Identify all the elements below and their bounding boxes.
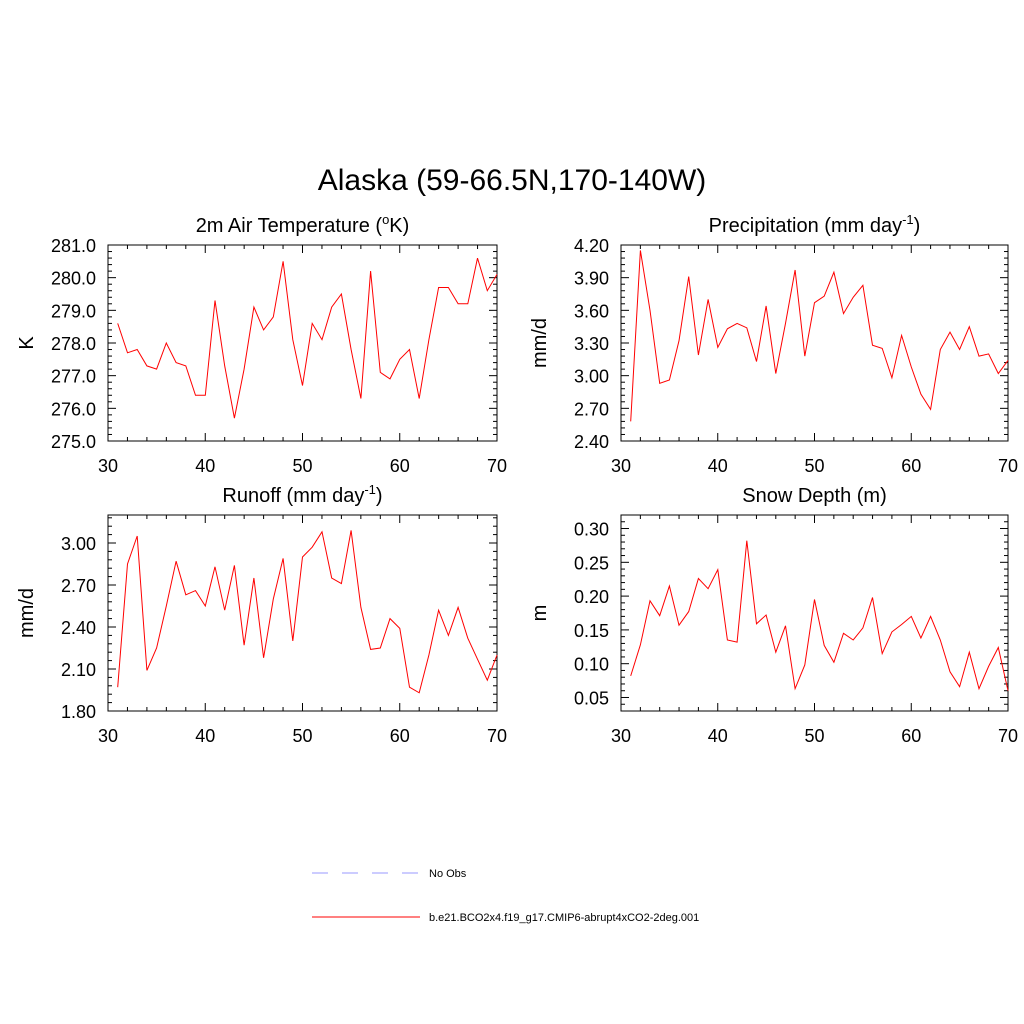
x-tick-label: 30 <box>611 726 631 746</box>
x-tick-label: 40 <box>195 456 215 476</box>
y-tick-label: 275.0 <box>51 432 96 452</box>
y-tick-label: 0.25 <box>574 553 609 573</box>
x-tick-label: 50 <box>292 456 312 476</box>
y-tick-label: 3.30 <box>574 334 609 354</box>
x-tick-label: 30 <box>98 456 118 476</box>
y-tick-label: 1.80 <box>61 702 96 722</box>
series-line <box>117 257 498 419</box>
y-tick-label: 3.00 <box>574 367 609 387</box>
y-tick-label: 3.00 <box>61 534 96 554</box>
x-tick-label: 30 <box>611 456 631 476</box>
x-tick-label: 70 <box>998 456 1018 476</box>
x-tick-label: 70 <box>487 456 507 476</box>
legend: No Obs b.e21.BCO2x4.f19_g17.CMIP6-abrupt… <box>312 868 699 924</box>
plot-frame <box>620 514 1009 712</box>
y-tick-label: 2.70 <box>574 399 609 419</box>
y-tick-label: 3.90 <box>574 269 609 289</box>
x-tick-label: 30 <box>98 726 118 746</box>
x-tick-label: 70 <box>487 726 507 746</box>
y-tick-label: 0.30 <box>574 520 609 540</box>
legend-model-label: b.e21.BCO2x4.f19_g17.CMIP6-abrupt4xCO2-2… <box>429 912 699 924</box>
series-line <box>630 250 1009 422</box>
x-tick-label: 70 <box>998 726 1018 746</box>
y-tick-label: 277.0 <box>51 367 96 387</box>
figure-title: Alaska (59-66.5N,170-140W) <box>318 164 707 197</box>
legend-obs-label: No Obs <box>429 868 467 880</box>
x-tick-label: 50 <box>292 726 312 746</box>
y-tick-label: 280.0 <box>51 269 96 289</box>
y-axis-label: K <box>16 336 38 350</box>
x-tick-label: 40 <box>708 726 728 746</box>
y-tick-label: 2.70 <box>61 576 96 596</box>
panel-title: 2m Air Temperature (oK) <box>196 212 410 237</box>
y-tick-label: 2.10 <box>61 660 96 680</box>
x-tick-label: 50 <box>804 726 824 746</box>
series-line <box>117 530 498 694</box>
plot-frame <box>107 514 498 712</box>
y-tick-label: 0.15 <box>574 621 609 641</box>
y-tick-label: 0.20 <box>574 587 609 607</box>
y-axis-label: mm/d <box>529 318 551 368</box>
y-tick-label: 4.20 <box>574 236 609 256</box>
plot-frame <box>620 244 1009 442</box>
x-tick-label: 60 <box>901 726 921 746</box>
y-axis-label: m <box>529 605 551 622</box>
y-tick-label: 3.60 <box>574 301 609 321</box>
y-axis-label: mm/d <box>16 588 38 638</box>
y-tick-label: 276.0 <box>51 399 96 419</box>
y-tick-label: 0.10 <box>574 655 609 675</box>
y-tick-label: 2.40 <box>61 618 96 638</box>
panel-precipitation: Precipitation (mm day-1) mm/d 30 40 50 60 70 2.… <box>529 212 1018 476</box>
x-tick-label: 40 <box>195 726 215 746</box>
y-tick-label: 279.0 <box>51 301 96 321</box>
panel-runoff: Runoff (mm day-1) mm/d 30 40 50 60 70 1.80 2.10 2… <box>16 482 507 746</box>
panel-title: Snow Depth (m) <box>742 485 887 507</box>
y-tick-label: 2.40 <box>574 432 609 452</box>
panel-snow-depth: Snow Depth (m) m 30 40 50 60 70 0.05 0.10 0.15 0.2… <box>529 485 1018 746</box>
x-tick-label: 60 <box>390 456 410 476</box>
y-tick-label: 278.0 <box>51 334 96 354</box>
panel-air-temperature: 2m Air Temperature (oK) K 30 40 50 60 70 275.0 2… <box>16 212 507 476</box>
x-tick-label: 40 <box>708 456 728 476</box>
series-line <box>630 540 1009 691</box>
x-tick-label: 60 <box>901 456 921 476</box>
y-tick-label: 281.0 <box>51 236 96 256</box>
y-tick-label: 0.05 <box>574 688 609 708</box>
panel-title: Precipitation (mm day-1) <box>709 212 921 237</box>
x-tick-label: 60 <box>390 726 410 746</box>
panel-title: Runoff (mm day-1) <box>222 482 382 507</box>
x-tick-label: 50 <box>804 456 824 476</box>
